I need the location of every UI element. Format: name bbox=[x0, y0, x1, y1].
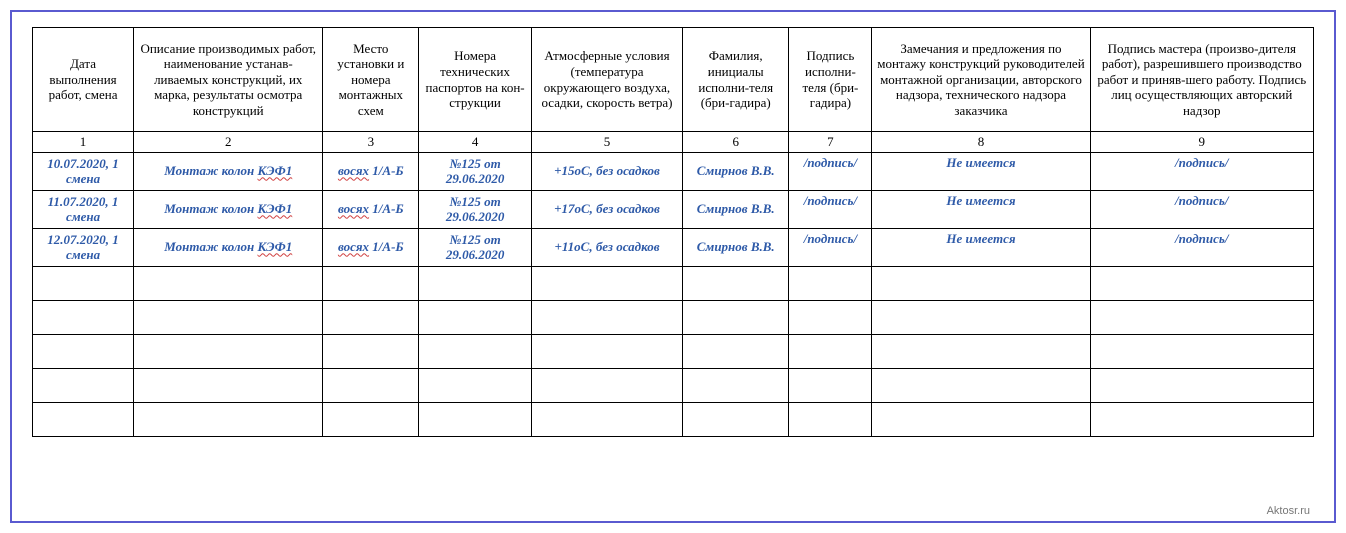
cell-remarks: Не имеется bbox=[872, 152, 1090, 190]
table-row-empty bbox=[33, 266, 1314, 300]
cell-performer: Смирнов В.В. bbox=[683, 152, 789, 190]
text: Монтаж колон bbox=[164, 163, 254, 178]
col-number: 4 bbox=[419, 132, 532, 153]
text: 1/А-Б bbox=[369, 239, 404, 254]
cell-weather: +15оС, без осадков bbox=[531, 152, 682, 190]
cell-signature: /подпись/ bbox=[789, 152, 872, 190]
cell-signature: /подпись/ bbox=[789, 228, 872, 266]
table-row: 11.07.2020, 1 смена Монтаж колон КЭФ1 во… bbox=[33, 190, 1314, 228]
cell-location: восях 1/А-Б bbox=[323, 152, 419, 190]
cell-performer: Смирнов В.В. bbox=[683, 228, 789, 266]
cell-passport: №125 от 29.06.2020 bbox=[419, 228, 532, 266]
cell-description: Монтаж колон КЭФ1 bbox=[134, 228, 323, 266]
cell-passport: №125 от 29.06.2020 bbox=[419, 152, 532, 190]
cell-description: Монтаж колон КЭФ1 bbox=[134, 152, 323, 190]
cell-weather: +17оС, без осадков bbox=[531, 190, 682, 228]
document-frame: Дата выполнения работ, смена Описание пр… bbox=[10, 10, 1336, 523]
misspelled-text: КЭФ1 bbox=[258, 201, 293, 216]
cell-master-signature: /подпись/ bbox=[1090, 152, 1313, 190]
col-number: 3 bbox=[323, 132, 419, 153]
column-number-row: 1 2 3 4 5 6 7 8 9 bbox=[33, 132, 1314, 153]
col-number: 2 bbox=[134, 132, 323, 153]
cell-master-signature: /подпись/ bbox=[1090, 190, 1313, 228]
col-header: Место установки и номера монтажных схем bbox=[323, 28, 419, 132]
col-header: Замечания и предложения по монтажу конст… bbox=[872, 28, 1090, 132]
cell-date: 11.07.2020, 1 смена bbox=[33, 190, 134, 228]
misspelled-text: восях bbox=[338, 239, 369, 254]
cell-signature: /подпись/ bbox=[789, 190, 872, 228]
col-header: Атмосферные условия (температура окружаю… bbox=[531, 28, 682, 132]
text: 1/А-Б bbox=[369, 163, 404, 178]
cell-passport: №125 от 29.06.2020 bbox=[419, 190, 532, 228]
table-row-empty bbox=[33, 300, 1314, 334]
text: Монтаж колон bbox=[164, 239, 254, 254]
cell-master-signature: /подпись/ bbox=[1090, 228, 1313, 266]
cell-performer: Смирнов В.В. bbox=[683, 190, 789, 228]
text: 1/А-Б bbox=[369, 201, 404, 216]
misspelled-text: восях bbox=[338, 163, 369, 178]
cell-location: восях 1/А-Б bbox=[323, 190, 419, 228]
col-header: Подпись исполни-теля (бри-гадира) bbox=[789, 28, 872, 132]
col-header: Номера технических паспортов на кон-стру… bbox=[419, 28, 532, 132]
col-number: 5 bbox=[531, 132, 682, 153]
col-header: Фамилия, инициалы исполни-теля (бри-гади… bbox=[683, 28, 789, 132]
col-header: Описание производимых работ, наименовани… bbox=[134, 28, 323, 132]
cell-date: 12.07.2020, 1 смена bbox=[33, 228, 134, 266]
table-row-empty bbox=[33, 368, 1314, 402]
col-number: 6 bbox=[683, 132, 789, 153]
work-log-table: Дата выполнения работ, смена Описание пр… bbox=[32, 27, 1314, 437]
col-header: Дата выполнения работ, смена bbox=[33, 28, 134, 132]
cell-description: Монтаж колон КЭФ1 bbox=[134, 190, 323, 228]
misspelled-text: КЭФ1 bbox=[258, 239, 293, 254]
misspelled-text: восях bbox=[338, 201, 369, 216]
watermark: Aktosr.ru bbox=[1267, 505, 1310, 517]
misspelled-text: КЭФ1 bbox=[258, 163, 293, 178]
col-number: 7 bbox=[789, 132, 872, 153]
col-number: 9 bbox=[1090, 132, 1313, 153]
col-header: Подпись мастера (произво-дителя работ), … bbox=[1090, 28, 1313, 132]
col-number: 1 bbox=[33, 132, 134, 153]
cell-date: 10.07.2020, 1 смена bbox=[33, 152, 134, 190]
cell-weather: +11оС, без осадков bbox=[531, 228, 682, 266]
table-row-empty bbox=[33, 334, 1314, 368]
cell-remarks: Не имеется bbox=[872, 190, 1090, 228]
cell-remarks: Не имеется bbox=[872, 228, 1090, 266]
text: Монтаж колон bbox=[164, 201, 254, 216]
table-row: 10.07.2020, 1 смена Монтаж колон КЭФ1 во… bbox=[33, 152, 1314, 190]
header-row: Дата выполнения работ, смена Описание пр… bbox=[33, 28, 1314, 132]
table-row: 12.07.2020, 1 смена Монтаж колон КЭФ1 во… bbox=[33, 228, 1314, 266]
cell-location: восях 1/А-Б bbox=[323, 228, 419, 266]
table-row-empty bbox=[33, 402, 1314, 436]
col-number: 8 bbox=[872, 132, 1090, 153]
